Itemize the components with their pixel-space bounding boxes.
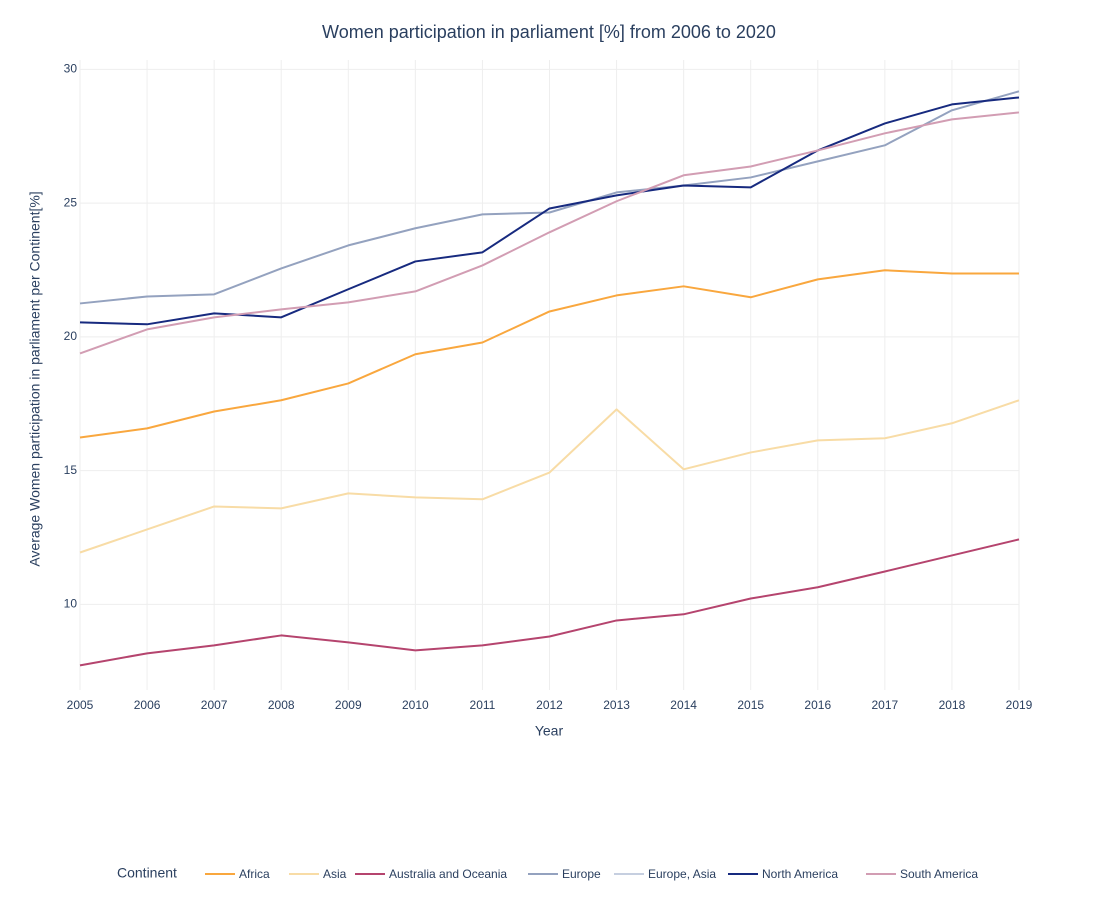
x-tick-label: 2019 xyxy=(1006,698,1033,712)
x-tick-label: 2008 xyxy=(268,698,295,712)
x-tick-label: 2017 xyxy=(872,698,899,712)
legend-label: South America xyxy=(900,867,978,881)
x-tick-label: 2006 xyxy=(134,698,161,712)
x-tick-label: 2005 xyxy=(67,698,94,712)
legend-item: Asia xyxy=(289,867,347,881)
x-tick-label: 2016 xyxy=(804,698,831,712)
legend-item: South America xyxy=(866,867,978,881)
x-tick-label: 2007 xyxy=(201,698,228,712)
legend-label: North America xyxy=(762,867,838,881)
legend-label: Europe xyxy=(562,867,601,881)
y-tick-label: 15 xyxy=(64,463,78,477)
x-tick-label: 2015 xyxy=(737,698,764,712)
legend-title: Continent xyxy=(117,865,177,881)
series-line xyxy=(79,111,1020,355)
y-tick-label: 25 xyxy=(64,195,78,209)
legend-item: Australia and Oceania xyxy=(355,867,507,881)
x-tick-label: 2011 xyxy=(470,698,496,712)
y-tick-label: 30 xyxy=(64,62,78,76)
series-line xyxy=(79,399,1020,554)
x-tick-label: 2013 xyxy=(603,698,630,712)
series-line xyxy=(79,538,1020,667)
y-axis-label: Average Women participation in parliamen… xyxy=(27,191,43,566)
legend-item: Africa xyxy=(205,867,270,881)
x-tick-label: 2009 xyxy=(335,698,362,712)
x-tick-label: 2012 xyxy=(536,698,563,712)
legend-item: Europe xyxy=(528,867,601,881)
legend-label: Asia xyxy=(323,867,347,881)
x-tick-label: 2014 xyxy=(670,698,697,712)
legend-label: Europe, Asia xyxy=(648,867,716,881)
legend-item: North America xyxy=(728,867,838,881)
legend-item: Europe, Asia xyxy=(614,867,716,881)
x-axis-label: Year xyxy=(535,723,564,739)
chart-title: Women participation in parliament [%] fr… xyxy=(322,22,776,42)
legend-label: Australia and Oceania xyxy=(389,867,507,881)
x-tick-label: 2010 xyxy=(402,698,429,712)
legend-label: Africa xyxy=(239,867,270,881)
y-tick-label: 20 xyxy=(64,329,78,343)
y-tick-label: 10 xyxy=(64,597,78,611)
series-line xyxy=(79,269,1019,439)
series-line xyxy=(79,90,1020,305)
x-tick-label: 2018 xyxy=(939,698,966,712)
